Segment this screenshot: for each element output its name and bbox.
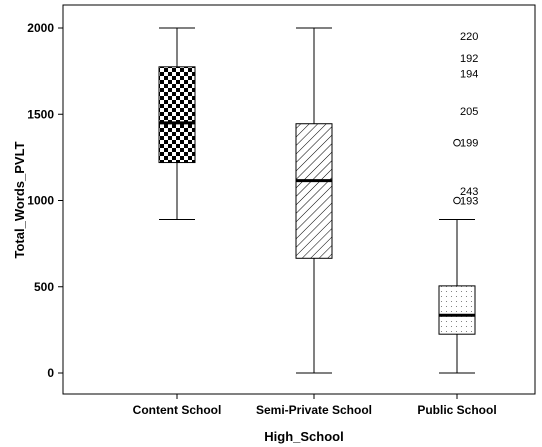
box (295, 123, 333, 259)
y-tick-label: 500 (34, 280, 54, 294)
extreme-value-label: 220 (460, 31, 478, 43)
outlier-point (453, 196, 461, 205)
x-tick-label: Semi-Private School (256, 403, 372, 417)
box (158, 66, 196, 164)
y-axis-title: Total_Words_PVLT (12, 141, 27, 258)
extreme-value-label: 194 (460, 69, 478, 81)
y-tick-label: 2000 (27, 21, 54, 35)
x-tick-label: Content School (133, 403, 222, 417)
outlier-label: 199 (460, 138, 478, 150)
extreme-value-label: 243 (460, 186, 478, 198)
y-tick-label: 1000 (27, 194, 54, 208)
extreme-value-label: 205 (460, 106, 478, 118)
x-axis-title: High_School (264, 429, 343, 444)
outlier-label: 193 (460, 196, 478, 208)
box (438, 285, 476, 335)
y-tick-label: 0 (47, 366, 54, 380)
y-tick-label: 1500 (27, 107, 54, 121)
extreme-value-label: 192 (460, 53, 478, 65)
x-tick-label: Public School (417, 403, 496, 417)
outlier-point (453, 138, 461, 147)
